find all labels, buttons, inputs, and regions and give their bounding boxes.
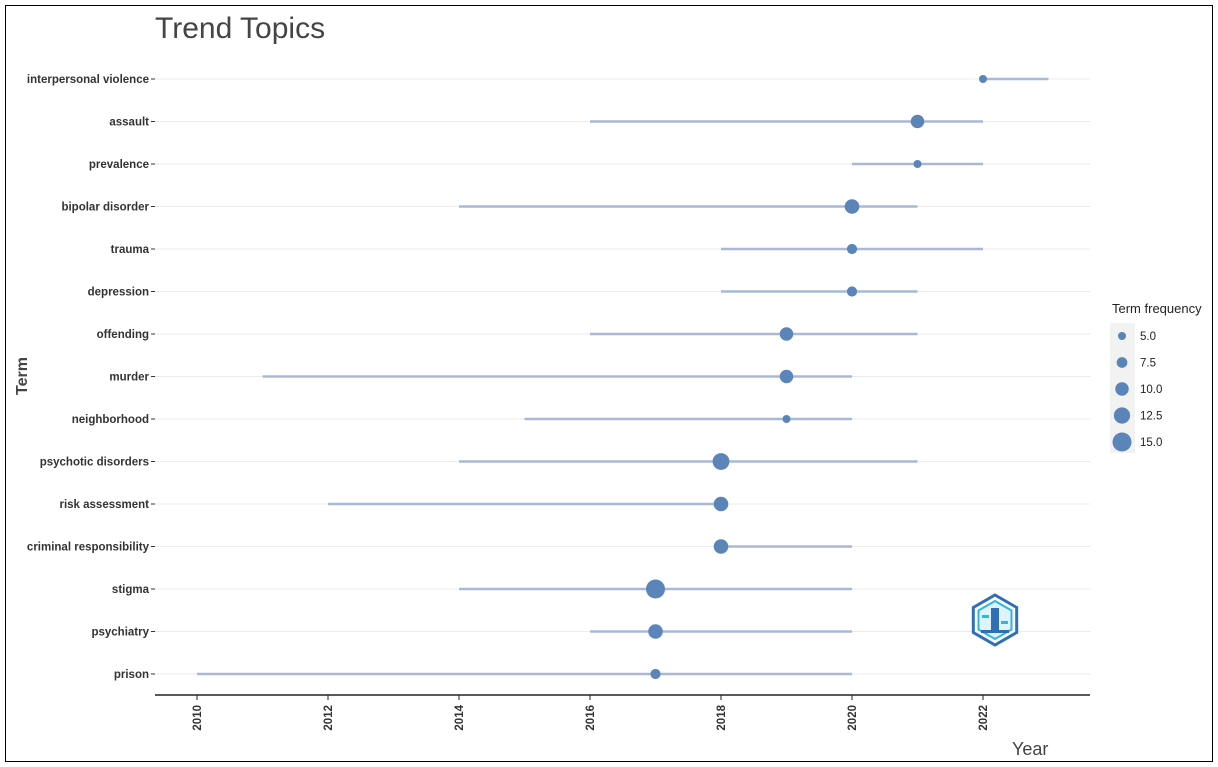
- chart-frame: [5, 5, 1213, 762]
- legend-key: [1118, 332, 1126, 340]
- point-offending: [779, 327, 794, 341]
- point-psychiatry: [648, 624, 663, 639]
- point-stigma: [646, 579, 665, 599]
- point-prevalence: [913, 160, 922, 168]
- x-tick-label: 2022: [978, 705, 990, 731]
- legend-label: 10.0: [1140, 384, 1162, 396]
- term-points: [646, 75, 987, 680]
- y-tick-label: interpersonal violence: [27, 74, 149, 86]
- logo-bar: [982, 615, 989, 618]
- legend-title: Term frequency: [1112, 301, 1202, 316]
- y-axis-ticks: interpersonal violence assault prevalence b…: [27, 74, 155, 681]
- y-tick-label: neighborhood: [72, 414, 149, 426]
- legend-label: 7.5: [1140, 358, 1156, 370]
- x-axis: 2010 2012 2014 2016 2018 2020 2022: [155, 694, 1090, 731]
- x-tick-label: 2016: [585, 705, 597, 731]
- logo-bar: [1001, 621, 1008, 624]
- point-trauma: [846, 243, 858, 255]
- legend-key: [1115, 382, 1129, 396]
- y-tick-label: depression: [88, 287, 149, 299]
- legend-label: 15.0: [1140, 437, 1162, 449]
- bibliometrix-logo-icon: [971, 593, 1019, 647]
- chart-title: Trend Topics: [155, 12, 325, 45]
- y-tick-label: stigma: [112, 584, 150, 596]
- y-tick-label: criminal responsibility: [27, 542, 150, 554]
- point-interpersonal-violence: [979, 75, 987, 83]
- point-bipolar-disorder: [844, 199, 860, 214]
- legend-key: [1113, 407, 1131, 424]
- y-tick-label: psychotic disorders: [40, 457, 149, 469]
- legend-label: 12.5: [1140, 411, 1162, 423]
- y-tick-label: bipolar disorder: [61, 202, 149, 214]
- point-neighborhood: [782, 415, 791, 423]
- y-tick-label: offending: [97, 329, 149, 341]
- x-axis-label: Year: [1012, 739, 1048, 759]
- legend-label: 5.0: [1140, 331, 1156, 343]
- y-tick-label: psychiatry: [91, 627, 149, 639]
- legend-key: [1112, 432, 1132, 452]
- logo-base: [981, 630, 1009, 633]
- point-risk-assessment: [713, 496, 729, 512]
- y-tick-label: prevalence: [89, 159, 149, 171]
- point-criminal-responsibility: [713, 539, 729, 554]
- y-tick-label: assault: [109, 117, 149, 129]
- logo-tower: [991, 608, 999, 630]
- y-axis-label: Term: [14, 357, 31, 395]
- x-tick-label: 2014: [454, 704, 466, 730]
- point-prison: [650, 668, 661, 680]
- x-tick-label: 2012: [323, 705, 335, 731]
- y-tick-label: risk assessment: [59, 499, 149, 511]
- y-tick-label: prison: [114, 669, 149, 681]
- legend: Term frequency 5.0 7.5 10.0 12.5 15.0: [1110, 301, 1202, 453]
- point-psychotic-disorders: [712, 453, 730, 470]
- y-tick-label: murder: [109, 372, 149, 384]
- y-tick-label: trauma: [111, 244, 150, 256]
- legend-key: [1116, 357, 1128, 368]
- x-tick-label: 2020: [847, 705, 859, 731]
- x-tick-label: 2018: [716, 704, 728, 730]
- point-assault: [910, 114, 925, 129]
- x-tick-label: 2010: [192, 705, 204, 731]
- point-murder: [779, 369, 794, 384]
- point-depression: [846, 286, 858, 297]
